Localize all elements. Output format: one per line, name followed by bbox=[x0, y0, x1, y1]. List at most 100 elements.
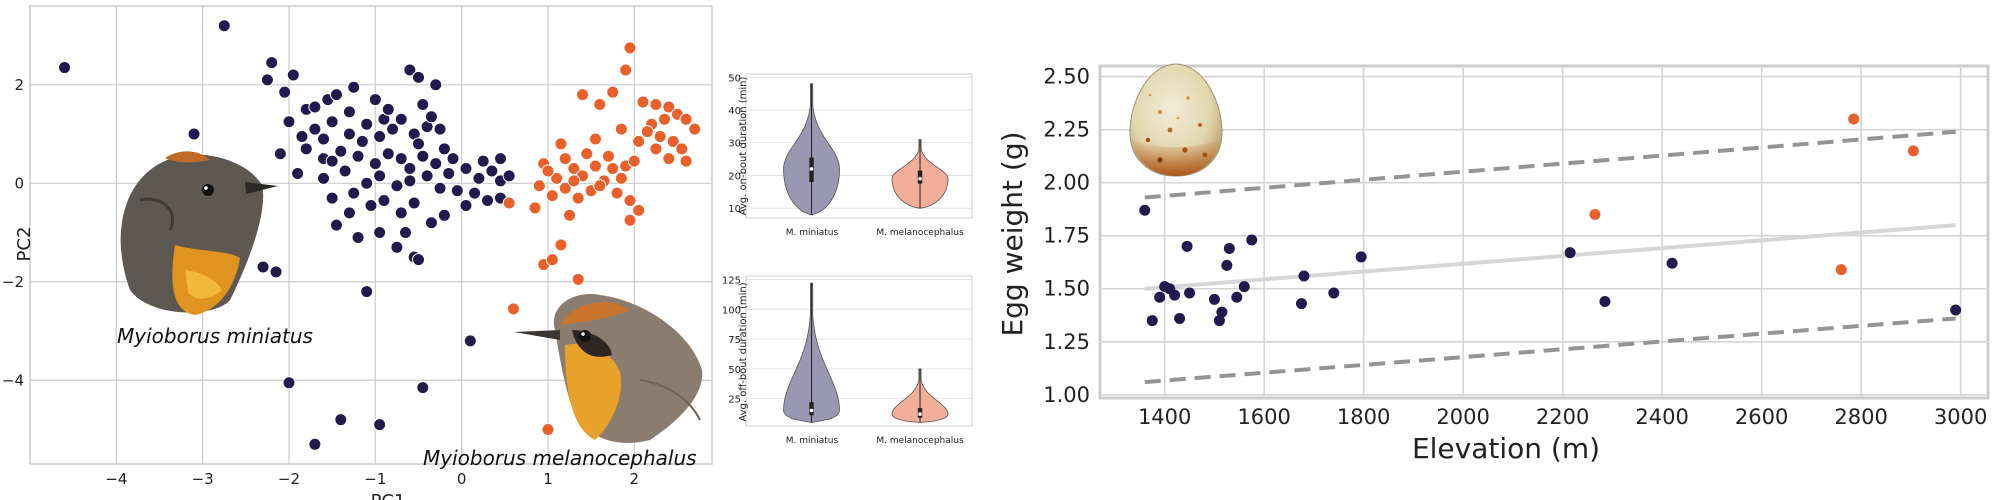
pca-point-miniatus-48 bbox=[347, 186, 361, 200]
egg-x-tick-2: 1800 bbox=[1337, 405, 1390, 429]
pca-x-tick-2: −2 bbox=[278, 470, 300, 488]
onbout-median-miniatus bbox=[809, 167, 814, 171]
pca-point-miniatus-57 bbox=[390, 240, 404, 254]
egg-fit-line bbox=[1144, 223, 1956, 291]
egg-point-miniatus-19 bbox=[1328, 287, 1340, 299]
onbout-y-tick-1: 20 bbox=[728, 171, 741, 182]
pca-point-miniatus-67 bbox=[459, 198, 473, 212]
egg-point-miniatus-8 bbox=[1184, 287, 1196, 299]
egg-x-tick-labels: 1400 1600 1800 2000 2200 2400 2600 2800 3000 bbox=[1138, 405, 1987, 429]
pca-point-miniatus-31 bbox=[368, 157, 382, 171]
pca-point-miniatus-44 bbox=[403, 174, 417, 188]
egg-point-miniatus-2 bbox=[1154, 291, 1166, 303]
pca-point-melanocephalus-45 bbox=[623, 194, 637, 208]
pca-point-melanocephalus-2 bbox=[550, 171, 564, 185]
pca-point-miniatus-14 bbox=[429, 78, 443, 92]
egg-point-miniatus-22 bbox=[1599, 295, 1611, 307]
egg-y-tick-3: 1.75 bbox=[1043, 224, 1090, 248]
pca-x-tick-6: 2 bbox=[630, 470, 640, 488]
pca-point-miniatus-39 bbox=[317, 171, 331, 185]
pca-point-miniatus-11 bbox=[368, 93, 382, 107]
offbout-y-tick-3: 100 bbox=[722, 305, 741, 316]
egg-illustration bbox=[1129, 63, 1223, 177]
egg-point-miniatus-7 bbox=[1181, 240, 1193, 252]
pca-point-miniatus-27 bbox=[299, 142, 313, 156]
pca-point-melanocephalus-9 bbox=[606, 162, 620, 176]
pca-point-melanocephalus-40 bbox=[662, 152, 676, 166]
pca-point-miniatus-55 bbox=[351, 230, 365, 244]
pca-point-melanocephalus-49 bbox=[545, 253, 559, 267]
pca-points bbox=[58, 19, 702, 451]
pca-point-miniatus-81 bbox=[269, 265, 283, 279]
pca-point-miniatus-60 bbox=[442, 166, 456, 180]
pca-point-melanocephalus-7 bbox=[588, 159, 602, 173]
pca-point-melanocephalus-38 bbox=[675, 142, 689, 156]
pca-point-miniatus-91 bbox=[446, 152, 460, 166]
pca-point-miniatus-17 bbox=[325, 115, 339, 129]
pca-point-miniatus-66 bbox=[481, 194, 495, 208]
egg-x-tick-1: 1600 bbox=[1237, 405, 1290, 429]
pca-point-miniatus-88 bbox=[463, 334, 477, 348]
egg-y-tick-5: 2.25 bbox=[1043, 118, 1090, 142]
egg-x-tick-4: 2200 bbox=[1536, 405, 1589, 429]
pca-point-melanocephalus-50 bbox=[571, 272, 585, 286]
pca-point-melanocephalus-42 bbox=[649, 142, 663, 156]
pca-x-tick-1: −3 bbox=[192, 470, 214, 488]
annotation-myioborus-melanocephalus: Myioborus melanocephalus bbox=[423, 446, 697, 470]
pca-point-melanocephalus-27 bbox=[623, 41, 637, 55]
pca-point-miniatus-92 bbox=[424, 110, 438, 124]
pca-point-melanocephalus-44 bbox=[627, 154, 641, 168]
pca-point-miniatus-89 bbox=[493, 152, 507, 166]
egg-point-miniatus-1 bbox=[1146, 315, 1158, 327]
egg-point-miniatus-13 bbox=[1223, 242, 1235, 254]
offbout-violins bbox=[783, 282, 949, 423]
pca-y-tick-labels: −4 −2 0 2 bbox=[2, 76, 24, 389]
pca-x-tick-3: −1 bbox=[364, 470, 386, 488]
offbout-x-label-miniatus: M. miniatus bbox=[786, 436, 839, 446]
pca-point-miniatus-90 bbox=[476, 154, 490, 168]
egg-point-miniatus-23 bbox=[1666, 257, 1678, 269]
onbout-median-melanocephalus bbox=[918, 176, 922, 181]
pca-point-melanocephalus-5 bbox=[545, 189, 559, 203]
pca-point-melanocephalus-57 bbox=[567, 174, 581, 188]
pca-point-melanocephalus-16 bbox=[541, 164, 555, 178]
pca-point-miniatus-37 bbox=[437, 142, 451, 156]
pca-point-miniatus-10 bbox=[347, 80, 361, 94]
pca-point-miniatus-78 bbox=[381, 102, 395, 116]
pca-x-tick-0: −4 bbox=[105, 470, 127, 488]
pca-point-miniatus-59 bbox=[411, 253, 425, 267]
pca-point-melanocephalus-51 bbox=[554, 238, 568, 252]
pca-y-tick-2: 0 bbox=[14, 174, 24, 192]
myioborus-miniatus-illustration bbox=[120, 151, 278, 315]
pca-point-miniatus-19 bbox=[360, 117, 374, 131]
offbout-y-tick-4: 125 bbox=[722, 276, 741, 287]
pca-point-miniatus-21 bbox=[386, 122, 400, 136]
egg-point-miniatus-11 bbox=[1216, 306, 1228, 318]
pca-scatter-panel: −4 −3 −2 −1 0 1 2 −4−202 Myioborus miniatus M bbox=[2, 5, 713, 500]
pca-point-miniatus-33 bbox=[394, 152, 408, 166]
egg-point-miniatus-21 bbox=[1564, 247, 1576, 259]
pca-point-miniatus-22 bbox=[394, 112, 408, 126]
pca-point-miniatus-74 bbox=[373, 130, 387, 144]
pca-point-melanocephalus-29 bbox=[649, 97, 663, 111]
egg-x-axis-label: Elevation (m) bbox=[1412, 432, 1600, 465]
pca-point-miniatus-12 bbox=[403, 63, 417, 77]
offbout-median-melanocephalus bbox=[918, 412, 922, 416]
pca-point-melanocephalus-53 bbox=[541, 423, 555, 437]
pca-point-miniatus-26 bbox=[273, 147, 287, 161]
egg-ci-lower-line bbox=[1144, 316, 1956, 385]
pca-x-axis-label: PC1 bbox=[371, 491, 406, 500]
onbout-y-tick-0: 10 bbox=[728, 204, 741, 215]
pca-point-miniatus-61 bbox=[459, 162, 473, 176]
pca-point-melanocephalus-28 bbox=[636, 95, 650, 109]
myioborus-melanocephalus-illustration bbox=[514, 294, 703, 443]
pca-point-miniatus-49 bbox=[364, 198, 378, 212]
pca-point-miniatus-63 bbox=[485, 164, 499, 178]
pca-point-miniatus-43 bbox=[390, 179, 404, 193]
onbout-y-tick-3: 40 bbox=[728, 106, 741, 117]
pca-point-melanocephalus-12 bbox=[571, 191, 585, 205]
pca-point-miniatus-65 bbox=[468, 186, 482, 200]
pca-point-miniatus-77 bbox=[342, 105, 356, 119]
onbout-violins bbox=[783, 83, 949, 216]
pca-point-melanocephalus-21 bbox=[588, 132, 602, 146]
